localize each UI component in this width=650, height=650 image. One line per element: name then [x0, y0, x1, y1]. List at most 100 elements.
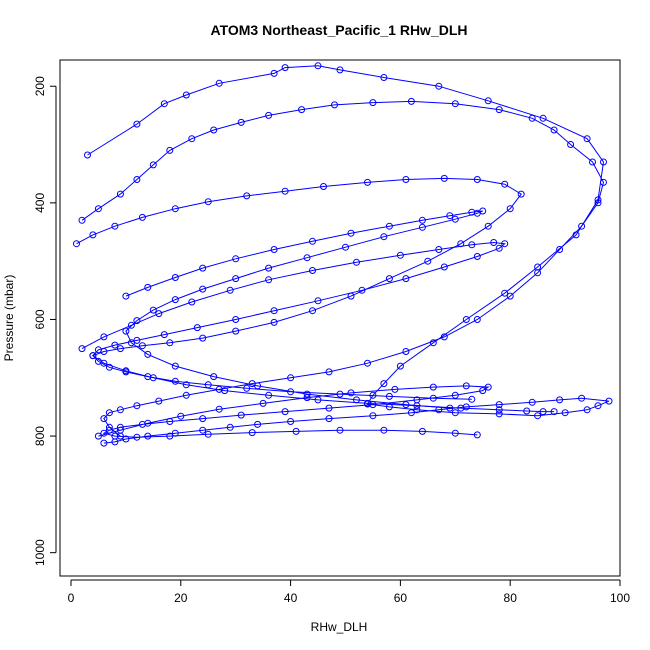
data-point [495, 406, 503, 414]
data-point [429, 383, 437, 391]
series-3 [73, 174, 525, 403]
x-tick-label: 0 [68, 591, 75, 605]
data-point [534, 412, 542, 420]
data-point [100, 359, 108, 367]
data-point [259, 399, 267, 407]
data-point [122, 292, 130, 300]
data-point [116, 190, 124, 198]
data-point [353, 396, 360, 404]
data-point [298, 106, 306, 114]
data-point [265, 276, 273, 284]
data-point [583, 406, 591, 414]
data-point [100, 333, 108, 341]
data-point [149, 374, 157, 382]
data-point [484, 97, 492, 105]
data-point [396, 362, 404, 370]
data-point [166, 432, 174, 440]
data-point [309, 307, 316, 315]
data-point [221, 387, 229, 395]
plot-frame [59, 59, 621, 577]
data-point [561, 409, 569, 417]
data-point [287, 374, 295, 382]
data-point [188, 135, 196, 143]
data-point [462, 382, 470, 390]
data-point [105, 409, 113, 417]
data-point [177, 412, 185, 420]
data-point [320, 183, 327, 190]
data-point [144, 432, 152, 440]
data-point [407, 409, 415, 417]
data-point [495, 244, 503, 252]
data-point [402, 275, 410, 283]
data-point [182, 91, 190, 99]
data-point [237, 411, 245, 419]
data-point [358, 286, 366, 294]
series-line [81, 100, 605, 437]
data-point [199, 264, 207, 272]
data-point [270, 307, 278, 315]
data-point [484, 222, 492, 230]
data-point [325, 415, 333, 423]
series-6 [122, 207, 487, 412]
data-point [100, 415, 108, 423]
data-point [84, 151, 91, 159]
data-point [243, 192, 251, 200]
data-point [232, 327, 240, 335]
data-layer [73, 62, 613, 447]
data-point [556, 396, 564, 404]
y-tick-label: 200 [33, 76, 47, 96]
data-point [232, 316, 240, 323]
data-point [138, 342, 146, 350]
data-point [594, 402, 602, 410]
data-point [534, 269, 542, 277]
data-point [232, 275, 240, 283]
data-point [94, 432, 102, 440]
data-point [556, 246, 564, 253]
data-point [155, 310, 163, 318]
data-point [133, 176, 141, 183]
data-point [100, 439, 108, 447]
data-point [254, 382, 262, 390]
series-4 [78, 239, 558, 416]
data-point [78, 345, 86, 353]
data-point [605, 397, 613, 405]
data-point [402, 176, 410, 183]
data-point [237, 118, 245, 126]
data-point [171, 362, 179, 370]
data-point [122, 367, 130, 375]
data-point [418, 427, 426, 435]
data-point [364, 178, 371, 186]
data-point [407, 97, 415, 105]
data-point [402, 401, 410, 409]
data-point [567, 141, 575, 148]
data-point [484, 383, 492, 391]
data-point [418, 216, 426, 224]
data-point [473, 316, 481, 323]
data-point [600, 178, 607, 186]
data-point [528, 114, 536, 122]
data-point [578, 222, 586, 230]
data-point [473, 431, 481, 439]
data-point [331, 101, 338, 109]
data-point [506, 292, 514, 300]
series-line [76, 177, 522, 400]
data-point [446, 404, 454, 412]
data-point [468, 241, 476, 249]
data-point [133, 433, 141, 441]
data-point [347, 389, 355, 397]
data-point [281, 408, 289, 416]
data-point [160, 331, 168, 339]
data-point [171, 377, 179, 385]
data-point [171, 205, 179, 213]
x-tick-label: 40 [284, 591, 298, 605]
data-point [578, 394, 586, 402]
data-point [495, 410, 503, 418]
data-point [600, 158, 607, 166]
data-point [380, 74, 388, 81]
data-point [325, 404, 333, 412]
data-point [314, 62, 322, 70]
data-point [94, 346, 102, 354]
data-point [111, 432, 119, 440]
data-point [451, 391, 459, 399]
